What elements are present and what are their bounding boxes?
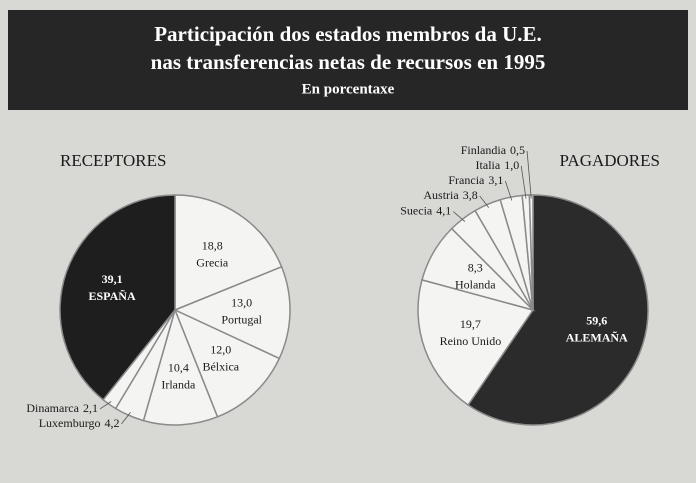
value-label: 39,1 (102, 272, 123, 286)
subtitle: En porcentaxe (302, 81, 395, 97)
category-label: Grecia (196, 255, 229, 269)
leader-line (99, 401, 112, 410)
pie-slice (417, 278, 535, 406)
pie-slice (173, 265, 291, 360)
slice-label: 10,4 Irlanda (161, 360, 196, 391)
slice-label: 12,0 Bélxica (202, 342, 239, 373)
value-label: 2,1 (83, 401, 98, 415)
category-label: ALEMAÑA (566, 330, 628, 344)
category-label: Portugal (221, 312, 262, 326)
slice-label: Luxemburgo 4,2 (39, 416, 120, 430)
category-label: Dinamarca (26, 401, 79, 415)
header-band (8, 10, 688, 110)
value-label: 18,8 (202, 238, 223, 252)
slice-label: Dinamarca 2,1 (26, 401, 98, 415)
slice-label: Italia 1,0 (476, 158, 520, 172)
pie-slice (467, 194, 649, 426)
value-label: 1,0 (504, 158, 519, 172)
pie-slice (174, 194, 283, 312)
category-label: Reino Unido (440, 334, 502, 348)
slice-label: Suecia 4,1 (400, 203, 451, 217)
category-label: Finlandia (461, 143, 507, 157)
category-label: Irlanda (161, 377, 196, 391)
leader-line (121, 412, 131, 425)
slice-label: 59,6 ALEMAÑA (566, 313, 628, 344)
leader-line (452, 211, 466, 222)
category-label: Luxemburgo (39, 416, 101, 430)
category-label: Italia (476, 158, 501, 172)
slice-label: 39,1 ESPAÑA (89, 272, 136, 303)
pie-slice (173, 308, 281, 418)
slice-label: 18,8 Grecia (196, 238, 229, 269)
title-line: nas transferencias netas de recursos en … (151, 50, 546, 74)
value-label: 3,1 (488, 173, 503, 187)
slice-label: Finlandia 0,5 (461, 143, 525, 157)
category-label: Holanda (455, 277, 496, 291)
leader-line (520, 165, 527, 199)
category-label: Bélxica (202, 359, 239, 373)
category-label: Suecia (400, 203, 433, 217)
value-label: 19,7 (460, 317, 481, 331)
value-label: 0,5 (510, 143, 525, 157)
slice-label: Austria 3,8 (423, 188, 477, 202)
pie-slice (59, 194, 176, 401)
leader-line (479, 195, 490, 208)
category-label: ESPAÑA (89, 289, 136, 303)
title-line: Participación dos estados membros da U.E… (154, 22, 542, 46)
pie-title: PAGADORES (560, 151, 660, 170)
value-label: 13,0 (231, 295, 252, 309)
value-label: 3,8 (463, 188, 478, 202)
slice-label: Francia 3,1 (448, 173, 503, 187)
pie-slice (142, 307, 219, 426)
leader-line (526, 150, 532, 199)
value-label: 59,6 (586, 313, 607, 327)
slice-label: 13,0 Portugal (221, 295, 262, 326)
leader-line (504, 180, 513, 201)
category-label: Austria (423, 188, 459, 202)
value-label: 12,0 (210, 342, 231, 356)
value-label: 4,2 (104, 416, 119, 430)
category-label: Francia (448, 173, 485, 187)
value-label: 8,3 (468, 260, 483, 274)
slice-label: 8,3 Holanda (455, 260, 496, 291)
pie-title: RECEPTORES (60, 151, 166, 170)
value-label: 4,1 (436, 203, 451, 217)
slice-label: 19,7 Reino Unido (440, 317, 502, 348)
value-label: 10,4 (168, 360, 189, 374)
